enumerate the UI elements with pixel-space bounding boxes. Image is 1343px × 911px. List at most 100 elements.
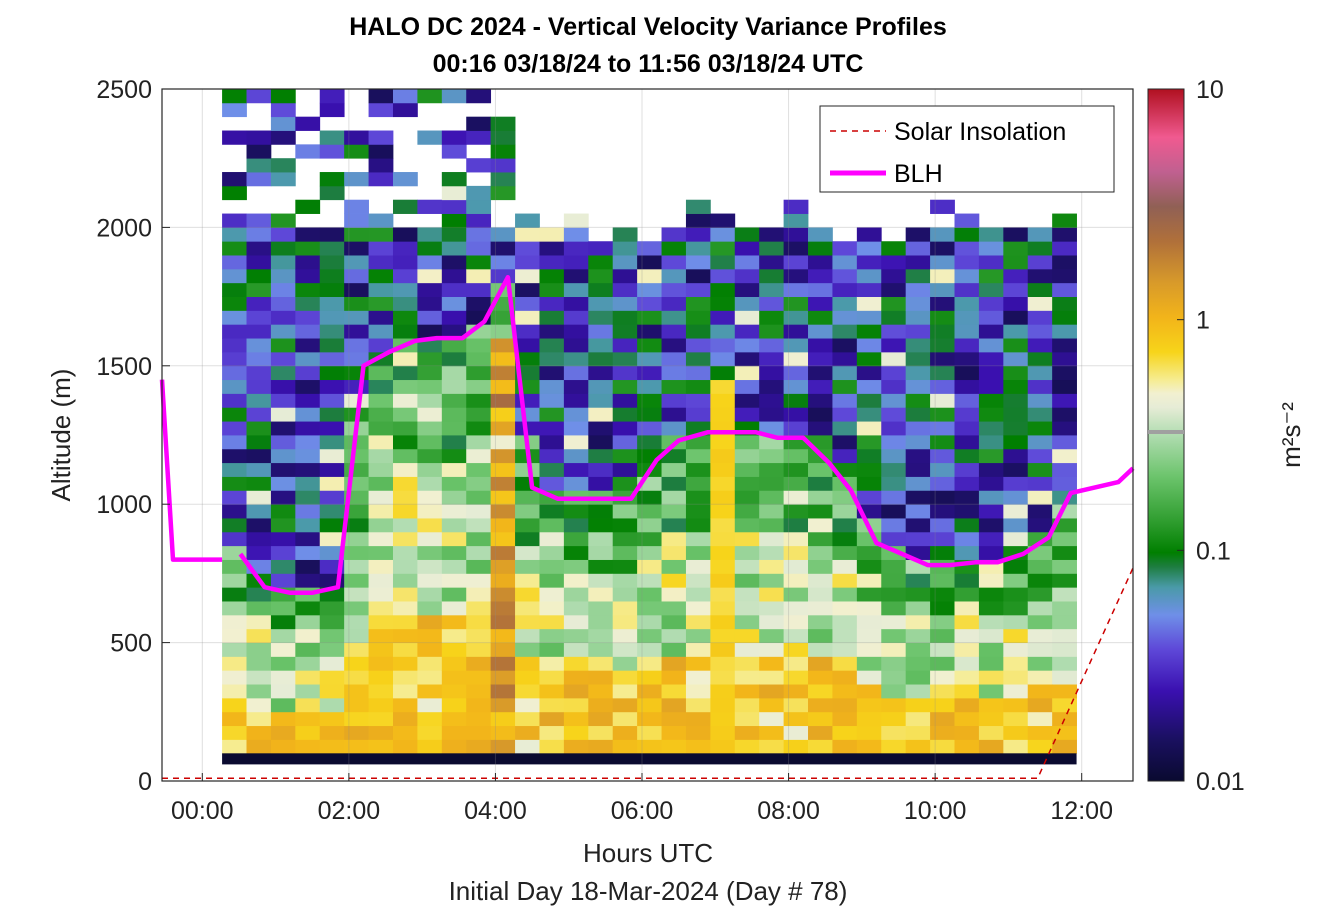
heatmap-cell: [270, 462, 296, 477]
colorbar-label: m²s⁻²: [1276, 402, 1306, 468]
heatmap-cell: [661, 559, 687, 574]
heatmap-cell: [1052, 670, 1077, 685]
heatmap-cell: [710, 642, 736, 657]
heatmap-cell: [612, 697, 638, 713]
heatmap-cell: [1027, 338, 1053, 353]
heatmap-cell: [661, 490, 687, 505]
heatmap-cell: [832, 587, 858, 602]
heatmap-cell: [563, 518, 589, 533]
heatmap-cell: [832, 435, 858, 450]
heatmap-cell: [319, 711, 345, 727]
heatmap-cell: [734, 531, 760, 547]
heatmap-cell: [856, 435, 882, 450]
heatmap-cell: [295, 670, 321, 685]
heatmap-cell: [808, 476, 833, 491]
heatmap-cell: [954, 504, 980, 519]
heatmap-cell: [344, 642, 369, 657]
heatmap-cell: [978, 379, 1004, 394]
heatmap-cell: [588, 462, 614, 477]
heatmap-cell: [978, 545, 1004, 560]
heatmap-cell: [270, 573, 296, 588]
heatmap-cell: [466, 670, 492, 685]
heatmap-cell: [612, 725, 638, 740]
heatmap-cell: [734, 697, 760, 713]
heatmap-cell: [710, 407, 736, 422]
heatmap-cell: [368, 684, 394, 699]
heatmap-cell: [246, 365, 272, 381]
heatmap-cell: [1027, 490, 1053, 505]
heatmap-cell: [808, 697, 833, 713]
heatmap-cell: [612, 241, 638, 256]
heatmap-cell: [734, 227, 760, 242]
heatmap-cell: [441, 587, 467, 602]
heatmap-cell: [563, 504, 589, 519]
heatmap-cell: [685, 711, 711, 727]
heatmap-cell: [392, 255, 418, 270]
heatmap-cell: [978, 393, 1004, 408]
heatmap-cell: [295, 324, 321, 339]
heatmap-cell: [661, 587, 687, 602]
heatmap-cell: [783, 739, 809, 754]
heatmap-cell: [344, 296, 369, 311]
heatmap-cell: [246, 393, 272, 408]
heatmap-cell: [954, 338, 980, 353]
heatmap-cell: [881, 435, 907, 450]
heatmap-cell: [222, 130, 247, 145]
heatmap-cell: [759, 490, 784, 505]
heatmap-cell: [685, 518, 711, 533]
heatmap-cell: [1003, 379, 1029, 394]
heatmap-cell: [441, 172, 467, 187]
heatmap-cell: [490, 448, 516, 464]
heatmap-cell: [1052, 407, 1077, 422]
heatmap-cell: [246, 545, 272, 560]
heatmap-cell: [270, 421, 296, 436]
heatmap-cell: [368, 296, 394, 311]
heatmap-cell: [295, 227, 321, 242]
heatmap-cell: [246, 407, 272, 422]
heatmap-cell: [539, 670, 565, 685]
heatmap-cell: [392, 614, 418, 630]
heatmap-cell: [392, 628, 418, 643]
heatmap-cell: [563, 531, 589, 547]
heatmap-cell: [539, 656, 565, 671]
heatmap-cell: [295, 531, 321, 547]
heatmap-cell: [1052, 241, 1077, 256]
heatmap-cell: [466, 338, 492, 353]
heatmap-cell: [515, 324, 540, 339]
heatmap-cell: [881, 531, 907, 547]
heatmap-cell: [246, 213, 272, 228]
heatmap-cell: [856, 351, 882, 367]
heatmap-cell: [832, 559, 858, 574]
heatmap-cell: [417, 199, 443, 214]
heatmap-cell: [1052, 227, 1077, 242]
heatmap-cell: [295, 393, 321, 408]
heatmap-cell: [881, 351, 907, 367]
heatmap-cell: [685, 282, 711, 297]
heatmap-cell: [808, 282, 833, 297]
heatmap-cell: [368, 656, 394, 671]
heatmap-cell: [319, 462, 345, 477]
heatmap-cell: [588, 642, 614, 657]
heatmap-cell: [759, 351, 784, 367]
heatmap-cell: [490, 573, 516, 588]
heatmap-cell: [661, 282, 687, 297]
heatmap-cell: [954, 324, 980, 339]
heatmap-cell: [685, 614, 711, 630]
heatmap-cell: [783, 255, 809, 270]
heatmap-cell: [295, 255, 321, 270]
heatmap-cell: [246, 531, 272, 547]
heatmap-cell: [417, 365, 443, 381]
heatmap-cell: [612, 268, 638, 284]
heatmap-cell: [1052, 365, 1077, 381]
heatmap-cell: [685, 697, 711, 713]
heatmap-cell: [441, 144, 467, 159]
heatmap-cell: [1052, 421, 1077, 436]
heatmap-cell: [295, 614, 321, 630]
heatmap-cell: [954, 725, 980, 740]
heatmap-cell: [759, 324, 784, 339]
heatmap-cell: [734, 241, 760, 256]
heatmap-cell: [222, 531, 247, 547]
heatmap-cell: [710, 545, 736, 560]
heatmap-cell: [1003, 462, 1029, 477]
heatmap-cell: [930, 241, 955, 256]
